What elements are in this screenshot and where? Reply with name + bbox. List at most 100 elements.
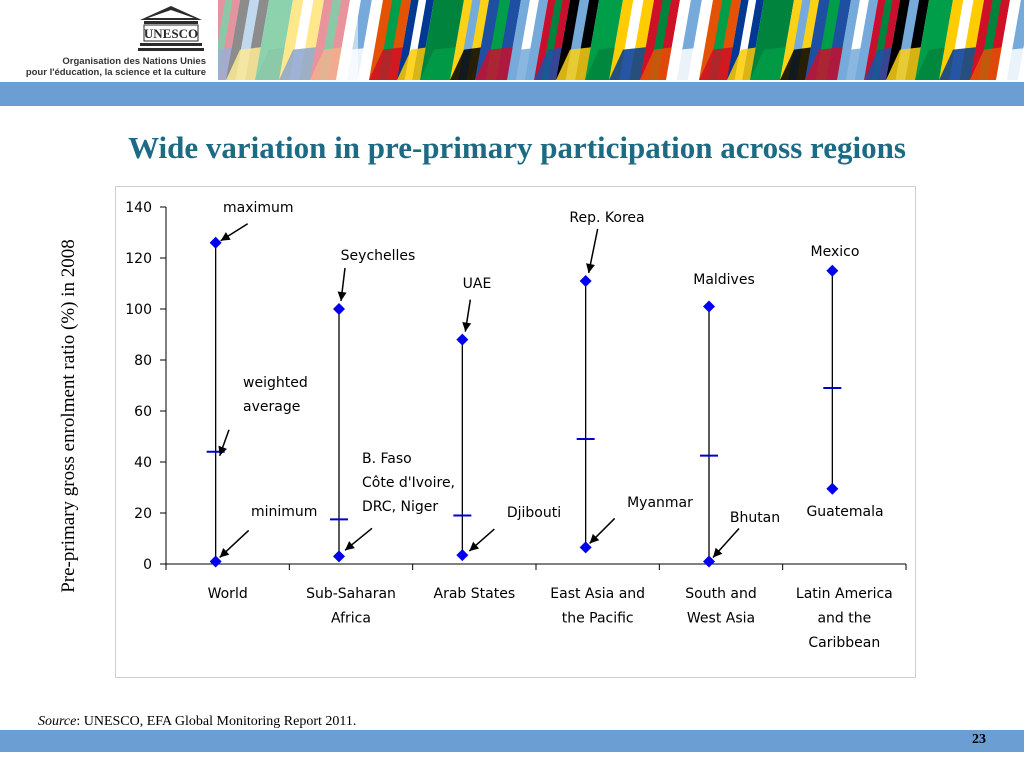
annotation-label: maximum <box>223 200 294 216</box>
annotation-arrowhead <box>218 445 227 456</box>
minimum-point <box>579 541 592 554</box>
maximum-point <box>703 300 715 313</box>
banner-fade <box>218 0 358 80</box>
page-number: 23 <box>972 732 986 747</box>
flag-stripe <box>837 46 878 80</box>
y-tick-label: 100 <box>125 302 152 318</box>
minimum-point <box>826 482 839 495</box>
y-tick-label: 0 <box>143 557 152 573</box>
annotation-label: B. Faso Côte d'Ivoire, DRC, Niger <box>362 451 455 515</box>
annotation-arrowhead <box>469 541 480 552</box>
annotation-label: Rep. Korea <box>569 210 644 226</box>
x-category-label-line: World <box>208 586 248 602</box>
x-category-label-line: East Asia and <box>550 586 645 602</box>
annotation-label-line: Seychelles <box>341 248 416 264</box>
y-tick-label: 40 <box>134 455 152 471</box>
annotation-label-line: UAE <box>463 276 492 292</box>
annotation-label-line: Guatemala <box>806 504 883 520</box>
x-category-label: South and West Asia <box>685 586 756 627</box>
unesco-logo-block: UNESCO Organisation des Nations Unies po… <box>0 0 215 80</box>
source-note: Source: UNESCO, EFA Global Monitoring Re… <box>38 714 356 730</box>
x-category-label: Sub-Saharan Africa <box>306 586 396 627</box>
annotation-arrowhead <box>337 291 347 301</box>
y-tick-label: 60 <box>134 404 152 420</box>
annotation-label: Bhutan <box>730 510 780 526</box>
org-name-line1: Organisation des Nations Unies <box>62 56 206 67</box>
x-category-label-line: Africa <box>331 611 371 627</box>
x-category-label-line: Caribbean <box>808 635 880 651</box>
annotation-arrowhead <box>713 547 723 558</box>
x-category-label: Arab States <box>434 586 516 602</box>
annotation-label-line: Djibouti <box>507 505 561 521</box>
chart-area: 0 20 40 60 80 100 120 140 World Sub-Saharan Africa… <box>115 186 916 678</box>
annotation-label-line: B. Faso <box>362 451 412 467</box>
annotation-label: UAE <box>463 276 492 292</box>
y-tick-label: 80 <box>134 353 152 369</box>
annotation-label-line: DRC, Niger <box>362 499 438 515</box>
annotation-label-line: weighted <box>243 375 308 391</box>
maximum-point <box>209 236 222 249</box>
flag-stripe <box>996 48 1024 80</box>
unesco-temple-logo: UNESCO <box>138 6 204 51</box>
flag-stripe <box>450 46 489 80</box>
flag-stripe <box>640 46 680 80</box>
annotation-arrowhead <box>589 533 600 544</box>
maximum-point <box>826 264 839 277</box>
maximum-point <box>456 333 469 346</box>
x-category-label-line: West Asia <box>687 611 755 627</box>
x-category-label-line: Latin America <box>796 586 893 602</box>
annotation-arrowhead <box>345 541 355 551</box>
annotation-arrowhead <box>586 263 595 273</box>
annotation-label: Myanmar <box>627 495 693 511</box>
annotation-label-line: Rep. Korea <box>569 210 644 226</box>
annotation-label: Mexico <box>811 244 860 260</box>
y-axis-title: Pre-primary gross enrolment ratio (%) in… <box>58 239 79 593</box>
y-tick-label: 20 <box>134 506 152 522</box>
flags-banner-image <box>218 0 1024 80</box>
annotation-label: Djibouti <box>507 505 561 521</box>
x-category-label: East Asia and the Pacific <box>550 586 645 627</box>
top-accent-bar <box>0 82 1024 106</box>
slide-header: UNESCO Organisation des Nations Unies po… <box>0 0 1024 80</box>
minimum-point <box>703 555 715 568</box>
annotation-label: Maldives <box>693 272 755 288</box>
source-text: : UNESCO, EFA Global Monitoring Report 2… <box>76 714 357 729</box>
x-category-label: Latin America and the Caribbean <box>796 586 893 651</box>
maximum-point <box>333 303 345 315</box>
annotation-label: weighted average <box>243 375 308 415</box>
flag-stripe <box>507 46 548 80</box>
maximum-point <box>579 274 592 287</box>
flag-stripe <box>780 46 819 80</box>
annotation-arrowhead <box>220 232 231 241</box>
annotation-label-line: maximum <box>223 200 294 216</box>
x-category-label-line: Sub-Saharan <box>306 586 396 602</box>
minimum-point <box>456 549 469 562</box>
org-name-line2: pour l'éducation, la science et la cultu… <box>25 67 206 78</box>
y-tick-label: 120 <box>125 251 152 267</box>
annotation-label-line: Mexico <box>811 244 860 260</box>
unesco-logo-text: UNESCO <box>144 26 198 41</box>
annotation-label-line: Maldives <box>693 272 755 288</box>
annotation-label-line: Bhutan <box>730 510 780 526</box>
x-category-label-line: Arab States <box>434 586 516 602</box>
annotation-label: Seychelles <box>341 248 416 264</box>
x-category-label-line: and the <box>817 611 871 627</box>
high-low-chart: 0 20 40 60 80 100 120 140 World Sub-Saharan Africa… <box>125 200 907 651</box>
x-category-label-line: the Pacific <box>562 611 634 627</box>
annotation-arrowhead <box>462 322 472 332</box>
annotation-label-line: Myanmar <box>627 495 693 511</box>
slide-title: Wide variation in pre-primary participat… <box>128 130 906 165</box>
annotation-arrowhead <box>219 548 230 558</box>
x-category-label-line: South and <box>685 586 756 602</box>
annotation-label-line: Côte d'Ivoire, <box>362 475 455 491</box>
annotation-label-line: average <box>243 399 300 415</box>
y-tick-label: 140 <box>125 200 152 216</box>
annotation-label: minimum <box>251 504 317 520</box>
minimum-point <box>333 550 345 563</box>
annotation-label: Guatemala <box>806 504 883 520</box>
annotation-label-line: minimum <box>251 504 317 520</box>
x-category-label: World <box>208 586 248 602</box>
minimum-point <box>209 555 222 568</box>
source-label: Source <box>38 714 77 729</box>
bottom-accent-bar: 23 <box>0 730 1024 752</box>
